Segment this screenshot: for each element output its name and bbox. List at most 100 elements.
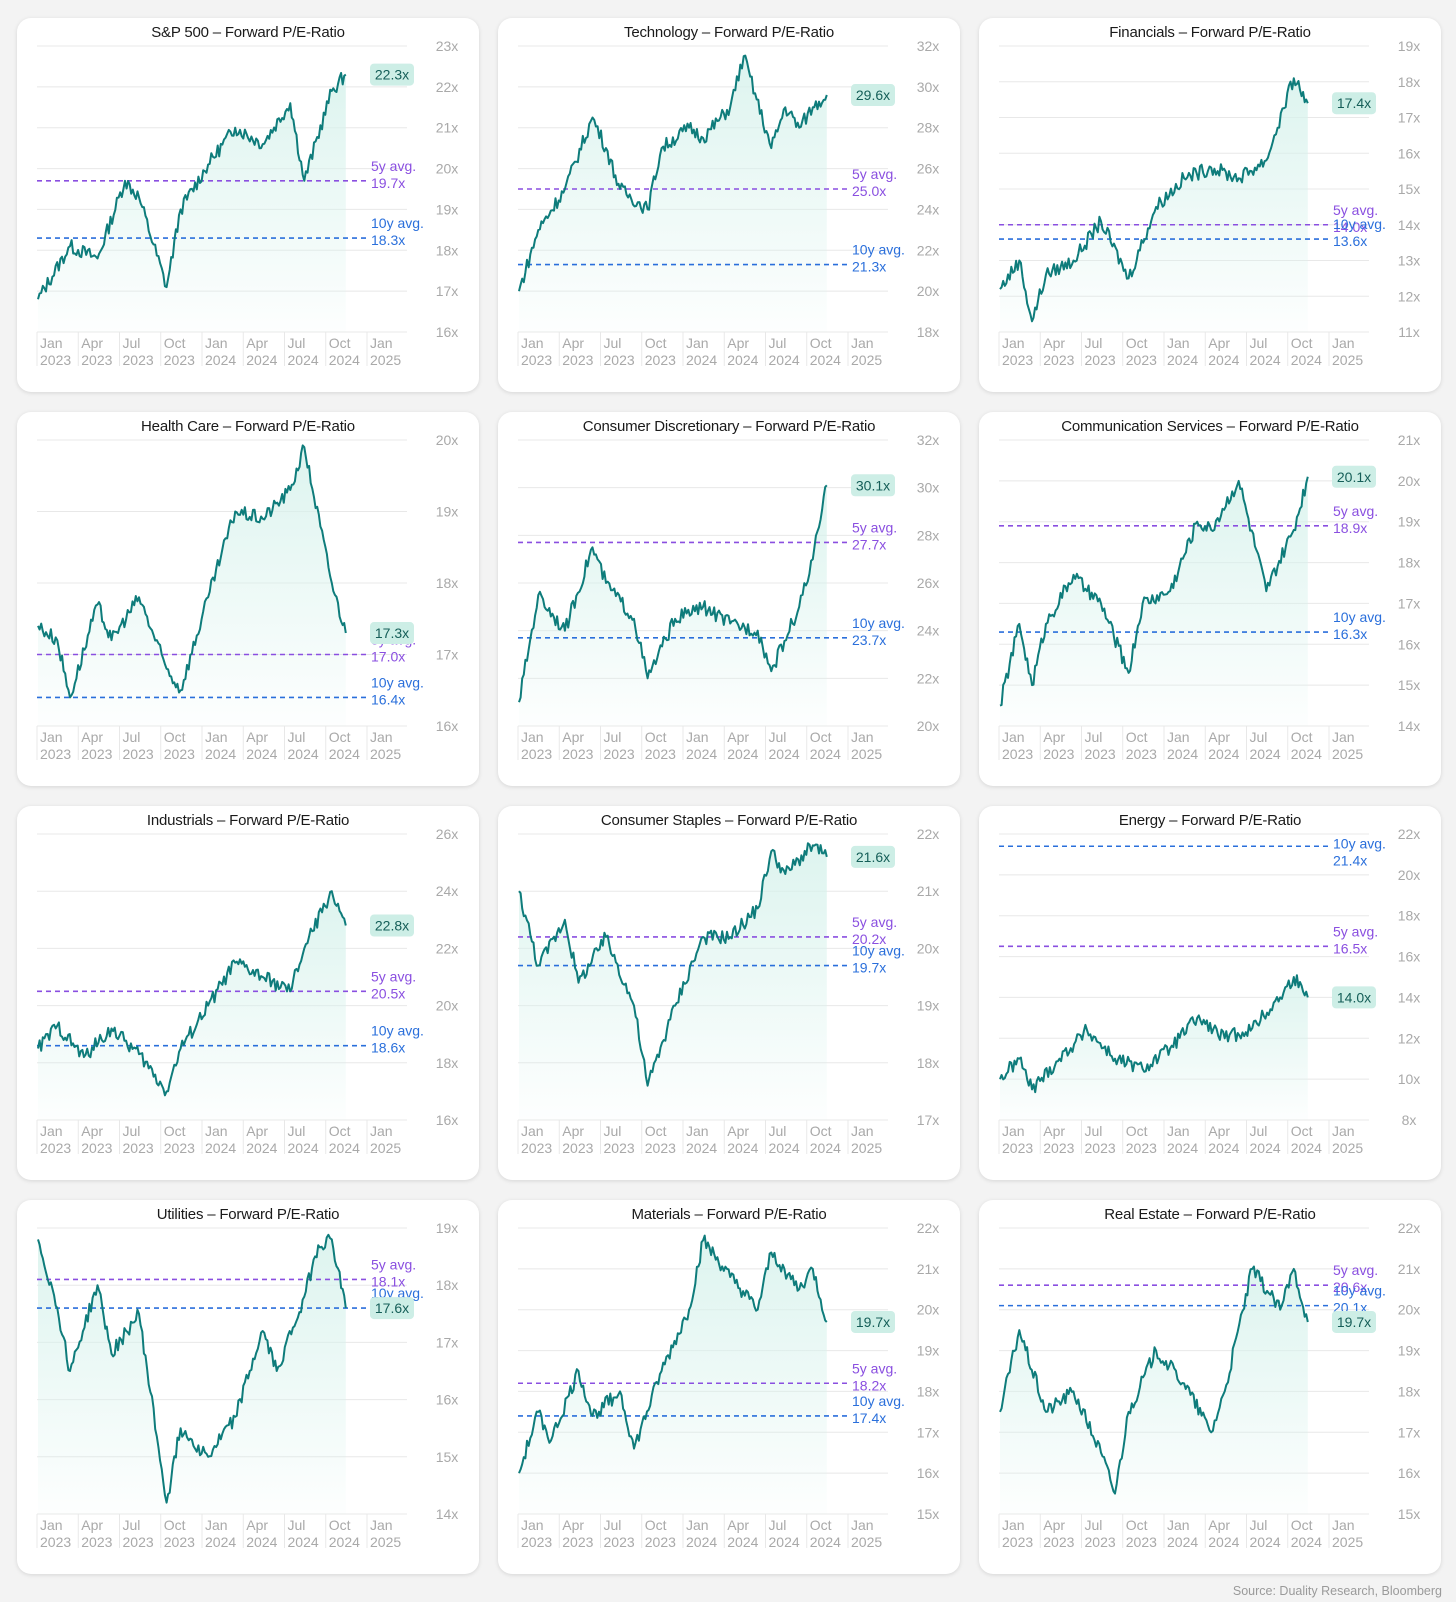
x-tick-year: 2024 [727,746,758,762]
area-fill [1000,78,1308,332]
avg5-label: 5y avg. [371,1256,416,1272]
y-tick-label: 32x [917,38,940,54]
avg10-value: 21.3x [852,259,886,275]
x-tick-month: Jul [1085,1123,1103,1139]
avg10-label: 10y avg. [371,674,424,690]
x-tick-year: 2023 [1126,1534,1157,1550]
x-tick-month: Oct [810,335,832,351]
chart-panel: Communication Services – Forward P/E-Rat… [979,412,1441,786]
avg5-label: 5y avg. [852,519,897,535]
chart-title: Technology – Forward P/E-Ratio [624,24,834,41]
x-tick-year: 2024 [288,1140,319,1156]
y-tick-label: 21x [917,883,940,899]
x-tick-month: Jan [40,1123,63,1139]
x-tick-year: 2024 [1250,352,1281,368]
y-tick-label: 30x [917,79,940,95]
avg10-value: 18.3x [371,232,405,248]
chart-title: Energy – Forward P/E-Ratio [1118,812,1302,829]
x-tick-year: 2023 [1002,1534,1033,1550]
y-tick-label: 12x [1398,1030,1421,1046]
x-tick-month: Apr [1043,1517,1065,1533]
x-tick-month: Apr [1208,729,1230,745]
avg10-value: 16.3x [1333,626,1367,642]
y-tick-label: 18x [436,575,459,591]
x-tick-year: 2024 [1167,746,1198,762]
y-tick-label: 14x [1398,217,1421,233]
x-tick-month: Apr [1208,335,1230,351]
pe-series-line [37,72,347,300]
y-tick-label: 15x [436,1449,459,1465]
x-tick-month: Jul [288,335,306,351]
x-tick-month: Jan [1332,335,1355,351]
x-tick-month: Jan [40,729,63,745]
x-tick-month: Oct [810,729,832,745]
x-tick-month: Apr [562,1123,584,1139]
area-fill [1000,1266,1308,1514]
area-fill [38,445,346,726]
area-fill [519,843,827,1120]
avg5-label: 5y avg. [371,968,416,984]
last-value-label: 17.4x [1337,95,1371,111]
pe-series-line [518,484,828,703]
x-tick-year: 2023 [521,1140,552,1156]
x-tick-year: 2023 [521,352,552,368]
x-tick-year: 2024 [1250,746,1281,762]
avg5-label: 5y avg. [852,1360,897,1376]
area-fill [519,1235,827,1514]
avg10-label: 10y avg. [371,1285,424,1301]
x-tick-year: 2023 [1085,352,1116,368]
last-value-badge [370,1297,414,1320]
x-tick-year: 2024 [1167,352,1198,368]
avg5-value: 25.0x [852,183,886,199]
chart-title: Real Estate – Forward P/E-Ratio [1104,1206,1316,1223]
y-tick-label: 18x [436,1277,459,1293]
chart-title: Industrials – Forward P/E-Ratio [146,812,350,829]
y-tick-label: 28x [917,120,940,136]
y-tick-label: 22x [917,826,940,842]
x-tick-month: Jan [1167,1123,1190,1139]
last-value-badge [851,845,895,868]
y-tick-label: 18x [1398,555,1421,571]
y-tick-label: 15x [1398,1506,1421,1522]
x-tick-month: Jul [1085,729,1103,745]
x-tick-year: 2023 [1002,1140,1033,1156]
x-tick-year: 2025 [851,352,882,368]
x-tick-month: Oct [645,729,667,745]
x-tick-month: Oct [1126,1123,1148,1139]
x-tick-month: Oct [164,335,186,351]
y-tick-label: 19x [1398,38,1421,54]
last-value-label: 19.7x [1337,1314,1371,1330]
x-tick-year: 2024 [329,746,360,762]
x-tick-year: 2024 [1167,1140,1198,1156]
x-tick-month: Oct [1126,335,1148,351]
y-tick-label: 32x [917,432,940,448]
y-tick-label: 15x [917,1506,940,1522]
y-tick-label: 17x [436,647,459,663]
y-tick-label: 24x [436,883,459,899]
x-tick-month: Apr [1208,1517,1230,1533]
last-value-badge [1332,92,1376,115]
x-tick-month: Jan [370,1123,393,1139]
avg5-value: 18.9x [1333,520,1367,536]
x-tick-month: Jul [1250,729,1268,745]
y-tick-label: 22x [436,79,459,95]
chart-title: Financials – Forward P/E-Ratio [1109,24,1311,41]
chart-panel: Health Care – Forward P/E-Ratio 20x 19x 18x… [17,412,479,786]
x-tick-month: Apr [1043,335,1065,351]
pe-series-line [37,1233,347,1504]
y-tick-label: 20x [1398,1302,1421,1318]
x-tick-year: 2023 [1085,746,1116,762]
x-tick-year: 2025 [1332,1140,1363,1156]
last-value-badge [851,474,895,497]
x-tick-year: 2024 [1291,1534,1322,1550]
chart-title: Consumer Discretionary – Forward P/E-Rat… [582,418,876,435]
x-tick-year: 2024 [727,1534,758,1550]
x-tick-month: Jan [1332,1517,1355,1533]
y-tick-label: 22x [917,1220,940,1236]
x-tick-year: 2024 [329,1140,360,1156]
x-tick-year: 2023 [1126,746,1157,762]
chart-panel: Industrials – Forward P/E-Ratio 26x 24x 22x… [17,806,479,1180]
y-tick-label: 26x [917,161,940,177]
y-tick-label: 20x [917,718,940,734]
x-tick-year: 2024 [246,1534,277,1550]
